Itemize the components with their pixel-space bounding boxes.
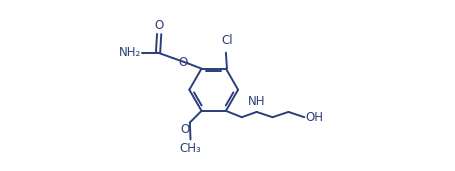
Text: O: O: [178, 56, 187, 69]
Text: NH: NH: [248, 95, 265, 108]
Text: O: O: [180, 123, 189, 136]
Text: Cl: Cl: [222, 34, 233, 47]
Text: NH₂: NH₂: [119, 46, 141, 59]
Text: OH: OH: [305, 111, 324, 124]
Text: O: O: [155, 18, 164, 31]
Text: CH₃: CH₃: [180, 142, 202, 155]
